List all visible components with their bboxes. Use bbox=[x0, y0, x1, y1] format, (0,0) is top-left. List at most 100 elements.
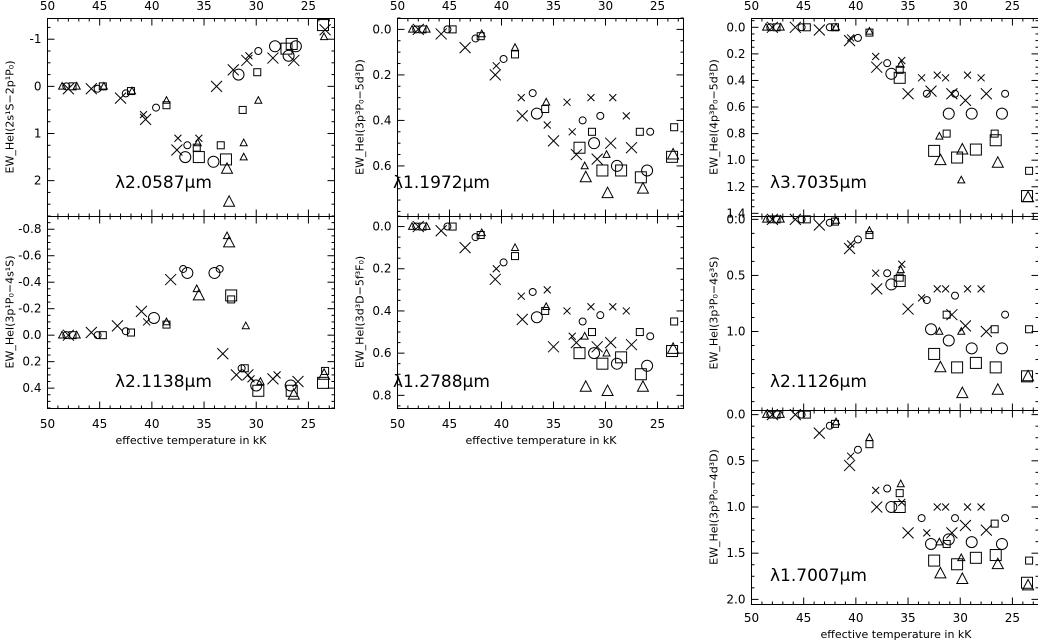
data-point-square-large bbox=[989, 361, 1002, 374]
data-point-square-small bbox=[511, 252, 520, 261]
data-point-x-small bbox=[933, 503, 942, 511]
data-point-x-large bbox=[547, 340, 560, 353]
data-point-square-small bbox=[321, 366, 330, 375]
data-point-x-small bbox=[941, 503, 950, 511]
data-point-x-small bbox=[963, 71, 972, 79]
data-point-circle-small bbox=[179, 264, 188, 273]
data-point-triangle-large bbox=[579, 170, 593, 183]
data-point-x-large bbox=[625, 338, 638, 351]
data-point-square-large bbox=[317, 19, 330, 32]
data-point-square-small bbox=[990, 129, 999, 138]
data-point-triangle-small bbox=[865, 26, 874, 35]
data-point-circle-large bbox=[965, 107, 978, 120]
x-tick-label: 50 bbox=[40, 417, 55, 431]
data-point-x-small bbox=[897, 56, 906, 65]
data-point-x-large bbox=[435, 224, 448, 237]
data-point-triangle-large bbox=[955, 142, 969, 155]
x-tick-label: 25 bbox=[301, 417, 316, 431]
data-point-circle-small bbox=[412, 25, 421, 34]
data-point-square-large bbox=[573, 141, 586, 154]
data-point-square-large bbox=[969, 356, 982, 369]
data-point-circle-large bbox=[965, 342, 978, 355]
data-point-circle-small bbox=[412, 222, 421, 231]
data-point-triangle-small bbox=[935, 326, 944, 335]
data-point-circle-large bbox=[641, 164, 654, 177]
data-point-x-large bbox=[591, 153, 604, 165]
data-point-triangle-large bbox=[636, 379, 650, 392]
x-tick-label: 35 bbox=[900, 611, 915, 625]
data-point-x-large bbox=[789, 408, 802, 421]
data-point-x-small bbox=[587, 93, 595, 102]
data-point-triangle-small bbox=[477, 227, 487, 237]
data-point-square-large bbox=[989, 134, 1002, 147]
data-point-circle-small bbox=[922, 296, 931, 305]
data-point-circle-large bbox=[207, 155, 220, 168]
y-tick-label: 0.6 bbox=[372, 159, 391, 173]
data-point-x-small bbox=[917, 73, 926, 82]
data-point-triangle-small bbox=[407, 221, 417, 230]
y-tick-label: 1.0 bbox=[726, 325, 745, 339]
panel-top-middle: 50 45 40 35 30 25 0.0 0.2 0.4 0.6 EW_HeI(3p³P₀−5d³… bbox=[354, 0, 684, 217]
y-tick-label: 1.4 bbox=[726, 206, 745, 220]
data-point-square-large bbox=[596, 357, 609, 370]
data-point-triangle-small bbox=[761, 214, 771, 223]
data-point-triangle-large bbox=[220, 161, 234, 174]
y-axis-title: EW_HeI(3d³D−5f³F₀) bbox=[354, 256, 367, 368]
data-point-square-large bbox=[615, 351, 628, 364]
data-point-triangle-small bbox=[256, 376, 265, 385]
data-point-circle-small bbox=[93, 331, 102, 340]
y-tick-label: 0.4 bbox=[372, 304, 391, 318]
data-point-square-large bbox=[1021, 576, 1034, 589]
data-point-x-large bbox=[547, 135, 560, 147]
data-point-x-small bbox=[273, 371, 281, 379]
data-point-circle-small bbox=[596, 111, 605, 120]
data-point-x-large bbox=[813, 24, 826, 36]
data-point-x-large bbox=[870, 283, 883, 295]
data-point-circle-large bbox=[208, 266, 221, 279]
data-point-triangle-large bbox=[934, 153, 947, 166]
data-point-triangle-small bbox=[831, 417, 841, 426]
data-point-x-large bbox=[111, 320, 124, 332]
data-point-x-large bbox=[240, 54, 253, 67]
data-point-triangle-small bbox=[192, 283, 202, 293]
data-point-circle-large bbox=[147, 311, 160, 324]
data-point-x-small bbox=[977, 503, 985, 511]
data-point-square-small bbox=[126, 328, 135, 337]
data-point-square-small bbox=[670, 123, 679, 132]
data-point-square-small bbox=[772, 23, 781, 32]
data-point-square-small bbox=[772, 215, 781, 224]
x-axis-title-left: effective temperature in kK bbox=[115, 434, 267, 447]
data-point-circle-small bbox=[883, 484, 892, 493]
x-tick-label: 30 bbox=[249, 417, 264, 431]
y-tick-label: -0.4 bbox=[18, 275, 41, 289]
data-point-square-large bbox=[285, 384, 298, 397]
data-point-triangle-small bbox=[162, 95, 171, 104]
data-point-square-small bbox=[216, 141, 225, 150]
data-point-x-large bbox=[85, 82, 98, 95]
data-point-x-small bbox=[846, 240, 855, 248]
data-point-triangle-large bbox=[955, 386, 969, 399]
panel-bottom-middle: 50 45 40 35 30 25 0.0 0.2 0.4 0.6 0.8 EW_HeI(3d³D−5… bbox=[354, 215, 684, 431]
data-point-x-small bbox=[871, 269, 880, 278]
data-point-x-large bbox=[591, 340, 604, 353]
data-point-circle-small bbox=[528, 287, 537, 296]
data-point-square-small bbox=[895, 273, 904, 282]
data-point-circle-large bbox=[610, 159, 623, 172]
x-tick-label: 30 bbox=[953, 0, 968, 13]
data-point-triangle-small bbox=[956, 552, 966, 562]
data-point-circle-large bbox=[588, 137, 601, 150]
data-point-triangle-large bbox=[287, 387, 301, 400]
data-point-x-large bbox=[164, 273, 177, 286]
panel-bottom-left: 50 45 40 35 30 25 -0.8 -0.6 -0.4 -0.2 0.0 0.2 0.4 EW_… bbox=[4, 216, 335, 431]
data-point-triangle-small bbox=[776, 214, 786, 223]
y-tick-label: 0.0 bbox=[726, 408, 745, 422]
data-point-circle-large bbox=[995, 537, 1008, 550]
x-tick-label: 35 bbox=[196, 417, 211, 431]
panel-middle-right: 0.0 0.5 1.0 EW_HeI(3p³P₀−4s³S) λ2.1126μm bbox=[708, 212, 1038, 411]
data-point-triangle-small bbox=[510, 42, 520, 51]
data-point-circle-small bbox=[215, 264, 224, 273]
data-point-circle-large bbox=[588, 347, 601, 360]
y-tick-label: 0.2 bbox=[372, 262, 391, 276]
data-point-circle-small bbox=[499, 54, 508, 63]
